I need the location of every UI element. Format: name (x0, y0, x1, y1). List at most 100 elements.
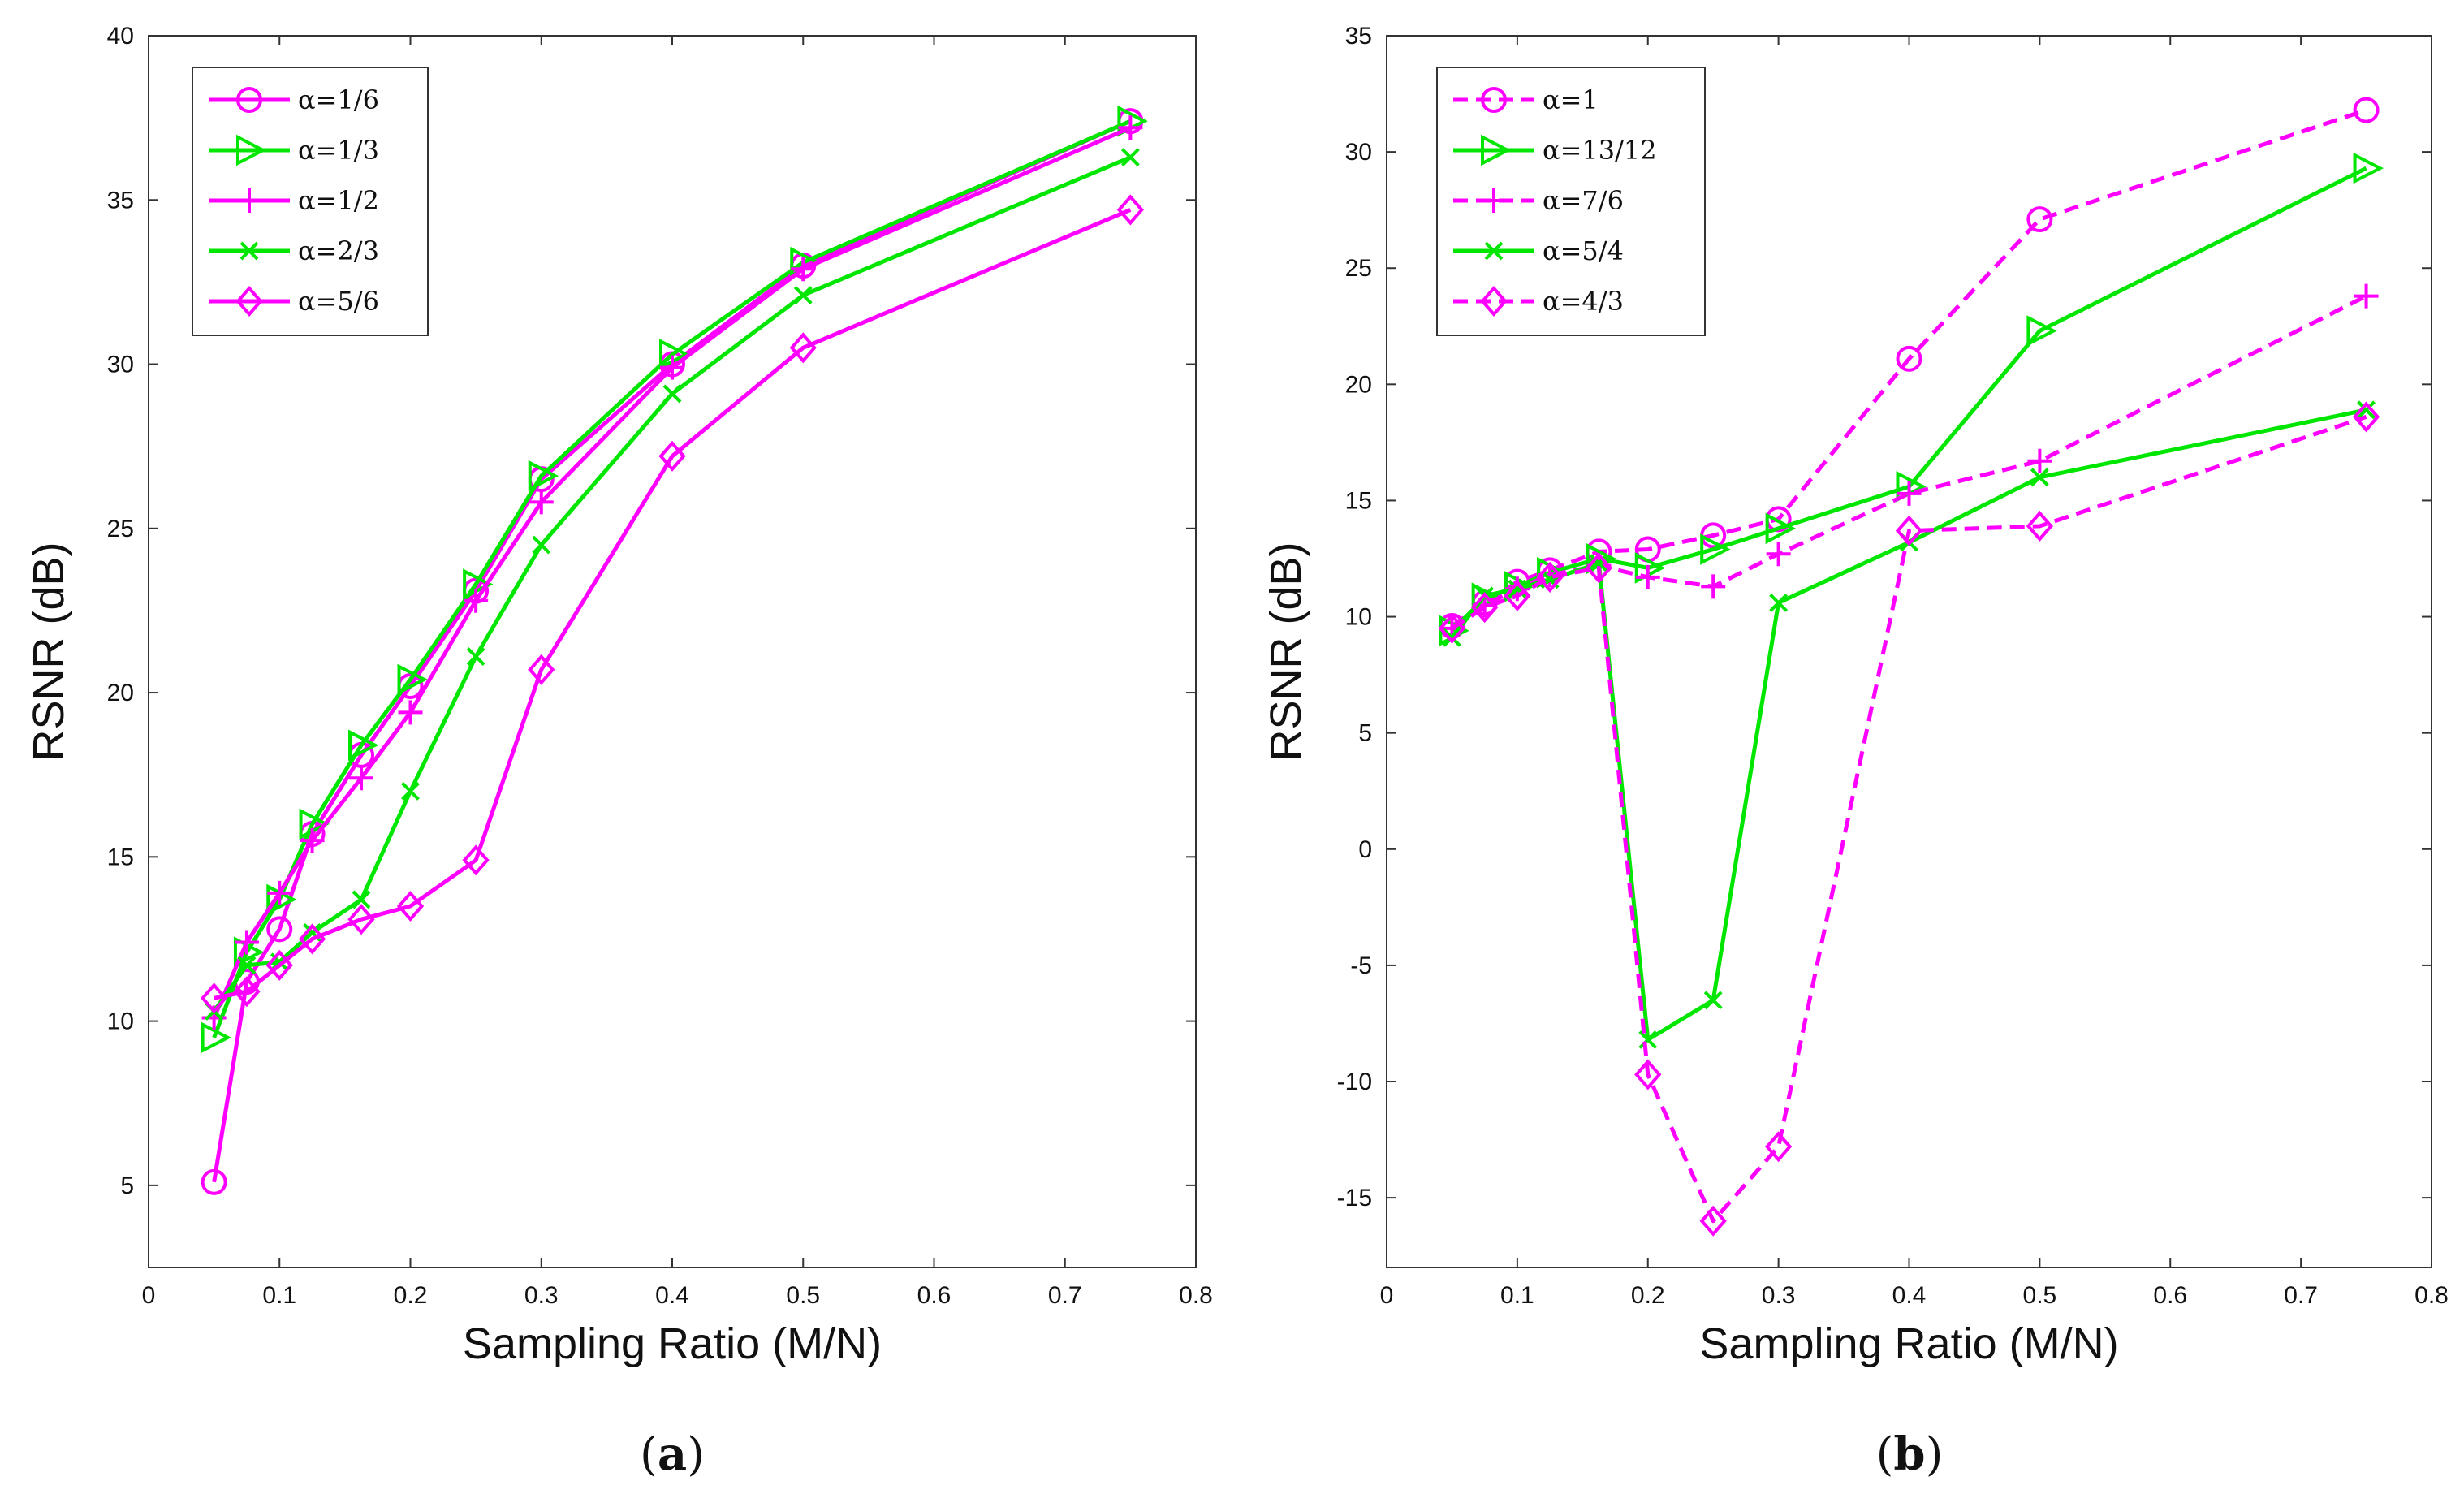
legend-label: α=5/4 (1543, 235, 1624, 266)
legend-label: α=13/12 (1543, 135, 1657, 166)
legend: α=1 α=13/12 α=7/6 α=5/4 α=4/3 (1436, 67, 1706, 336)
data-point (528, 654, 555, 685)
y-tick-label: 5 (1358, 720, 1372, 747)
legend-entry: α=5/4 (1453, 235, 1624, 266)
legend-marker (1481, 87, 1507, 113)
data-point (1699, 1205, 1727, 1237)
data-point (2353, 97, 2380, 123)
x-tick-label: 0.3 (1762, 1282, 1796, 1309)
data-point (2026, 206, 2053, 233)
y-tick-label: 5 (120, 1172, 134, 1199)
data-point (532, 535, 551, 555)
data-point (348, 729, 379, 762)
data-point (1638, 1030, 1658, 1049)
chart-panel-a: 0 0.1 0.2 0.3 0.4 0.5 0.6 0.7 0.8 5 10 15 20 25 30 35 40… (24, 23, 1213, 1481)
data-point (1703, 991, 1723, 1010)
data-point (401, 782, 420, 801)
y-tick-label: -10 (1337, 1069, 1372, 1095)
legend-label: α=1 (1543, 84, 1599, 115)
y-tick-label: 20 (1345, 371, 1372, 398)
legend-entry: α=1/2 (209, 185, 379, 216)
data-point (529, 490, 554, 515)
data-point (528, 460, 559, 492)
legend-marker (237, 188, 261, 213)
x-tick-label: 0.2 (394, 1282, 428, 1309)
data-point (1590, 554, 1608, 573)
series-5 (200, 194, 1145, 1014)
data-point (265, 949, 293, 981)
data-point (2026, 510, 2054, 542)
data-point (200, 982, 228, 1014)
data-point (793, 286, 813, 304)
data-point (466, 647, 485, 666)
data-point (267, 880, 292, 905)
x-tick-label: 0.6 (917, 1282, 952, 1309)
x-tick-label: 0.1 (262, 1282, 296, 1309)
legend-marker (1484, 241, 1504, 261)
data-point (1443, 628, 1461, 647)
y-axis-label: RSNR (dB) (1262, 542, 1310, 761)
x-tick-label: 0.6 (2153, 1282, 2187, 1309)
x-tick-label: 0 (142, 1282, 156, 1309)
series-2 (201, 105, 1148, 1054)
legend-marker (236, 87, 262, 113)
data-point (1764, 1131, 1793, 1163)
y-tick-label: 25 (1345, 255, 1372, 282)
legend-marker (239, 241, 259, 261)
y-tick-label: 35 (1345, 23, 1372, 50)
legend-label: α=2/3 (298, 235, 379, 266)
series-5 (1438, 401, 2380, 1237)
data-point (791, 257, 816, 282)
y-axis-label: RSNR (dB) (24, 542, 73, 761)
data-point (237, 956, 257, 975)
x-tick-label: 0.3 (524, 1282, 559, 1309)
series-line (212, 119, 1132, 1038)
data-point (234, 930, 259, 955)
legend-label: α=1/3 (298, 135, 379, 166)
x-tick-label: 0.8 (2414, 1282, 2449, 1309)
legend-entry: α=5/6 (209, 285, 379, 317)
x-tick-label: 0.7 (1048, 1282, 1082, 1309)
data-point (2353, 152, 2384, 184)
series-line (1451, 415, 2367, 1224)
series-line (1450, 108, 2367, 628)
legend-entry: α=1 (1453, 84, 1599, 115)
data-point (300, 828, 325, 853)
y-tick-label: 30 (1345, 139, 1372, 166)
legend-entry: α=13/12 (1453, 134, 1657, 166)
legend-entry: α=1/6 (209, 84, 379, 115)
data-point (1895, 515, 1923, 546)
legend-entry: α=2/3 (209, 235, 379, 266)
data-point (1470, 592, 1499, 624)
data-point (1766, 542, 1791, 567)
x-tick-label: 0.2 (1631, 1282, 1665, 1309)
legend-marker (236, 134, 267, 166)
legend: α=1/6 α=1/3 α=1/2 α=2/3 α=5/6 (192, 67, 429, 336)
data-point (1769, 593, 1789, 612)
x-axis-label: Sampling Ratio (M/N) (463, 1319, 882, 1368)
data-point (1536, 561, 1564, 593)
data-point (1438, 612, 1466, 644)
data-point (2030, 468, 2049, 487)
data-point (398, 700, 423, 725)
y-tick-label: 25 (107, 516, 134, 542)
x-tick-label: 0.4 (655, 1282, 689, 1309)
data-point (658, 440, 686, 472)
data-point (1120, 148, 1140, 167)
data-point (1897, 481, 1922, 506)
series-3 (201, 115, 1143, 1030)
y-tick-label: 30 (107, 352, 134, 378)
data-point (464, 588, 489, 613)
y-tick-label: 20 (107, 680, 134, 706)
x-tick-label: 0.4 (1892, 1282, 1927, 1309)
data-point (2027, 448, 2052, 473)
data-point (349, 766, 374, 791)
data-point (396, 890, 425, 922)
x-tick-label: 0.5 (786, 1282, 820, 1309)
legend-label: α=1/6 (298, 84, 379, 115)
y-tick-label: 10 (1345, 604, 1372, 631)
data-point (1701, 574, 1726, 599)
x-axis-label: Sampling Ratio (M/N) (1699, 1319, 2118, 1368)
data-point (233, 976, 261, 1008)
